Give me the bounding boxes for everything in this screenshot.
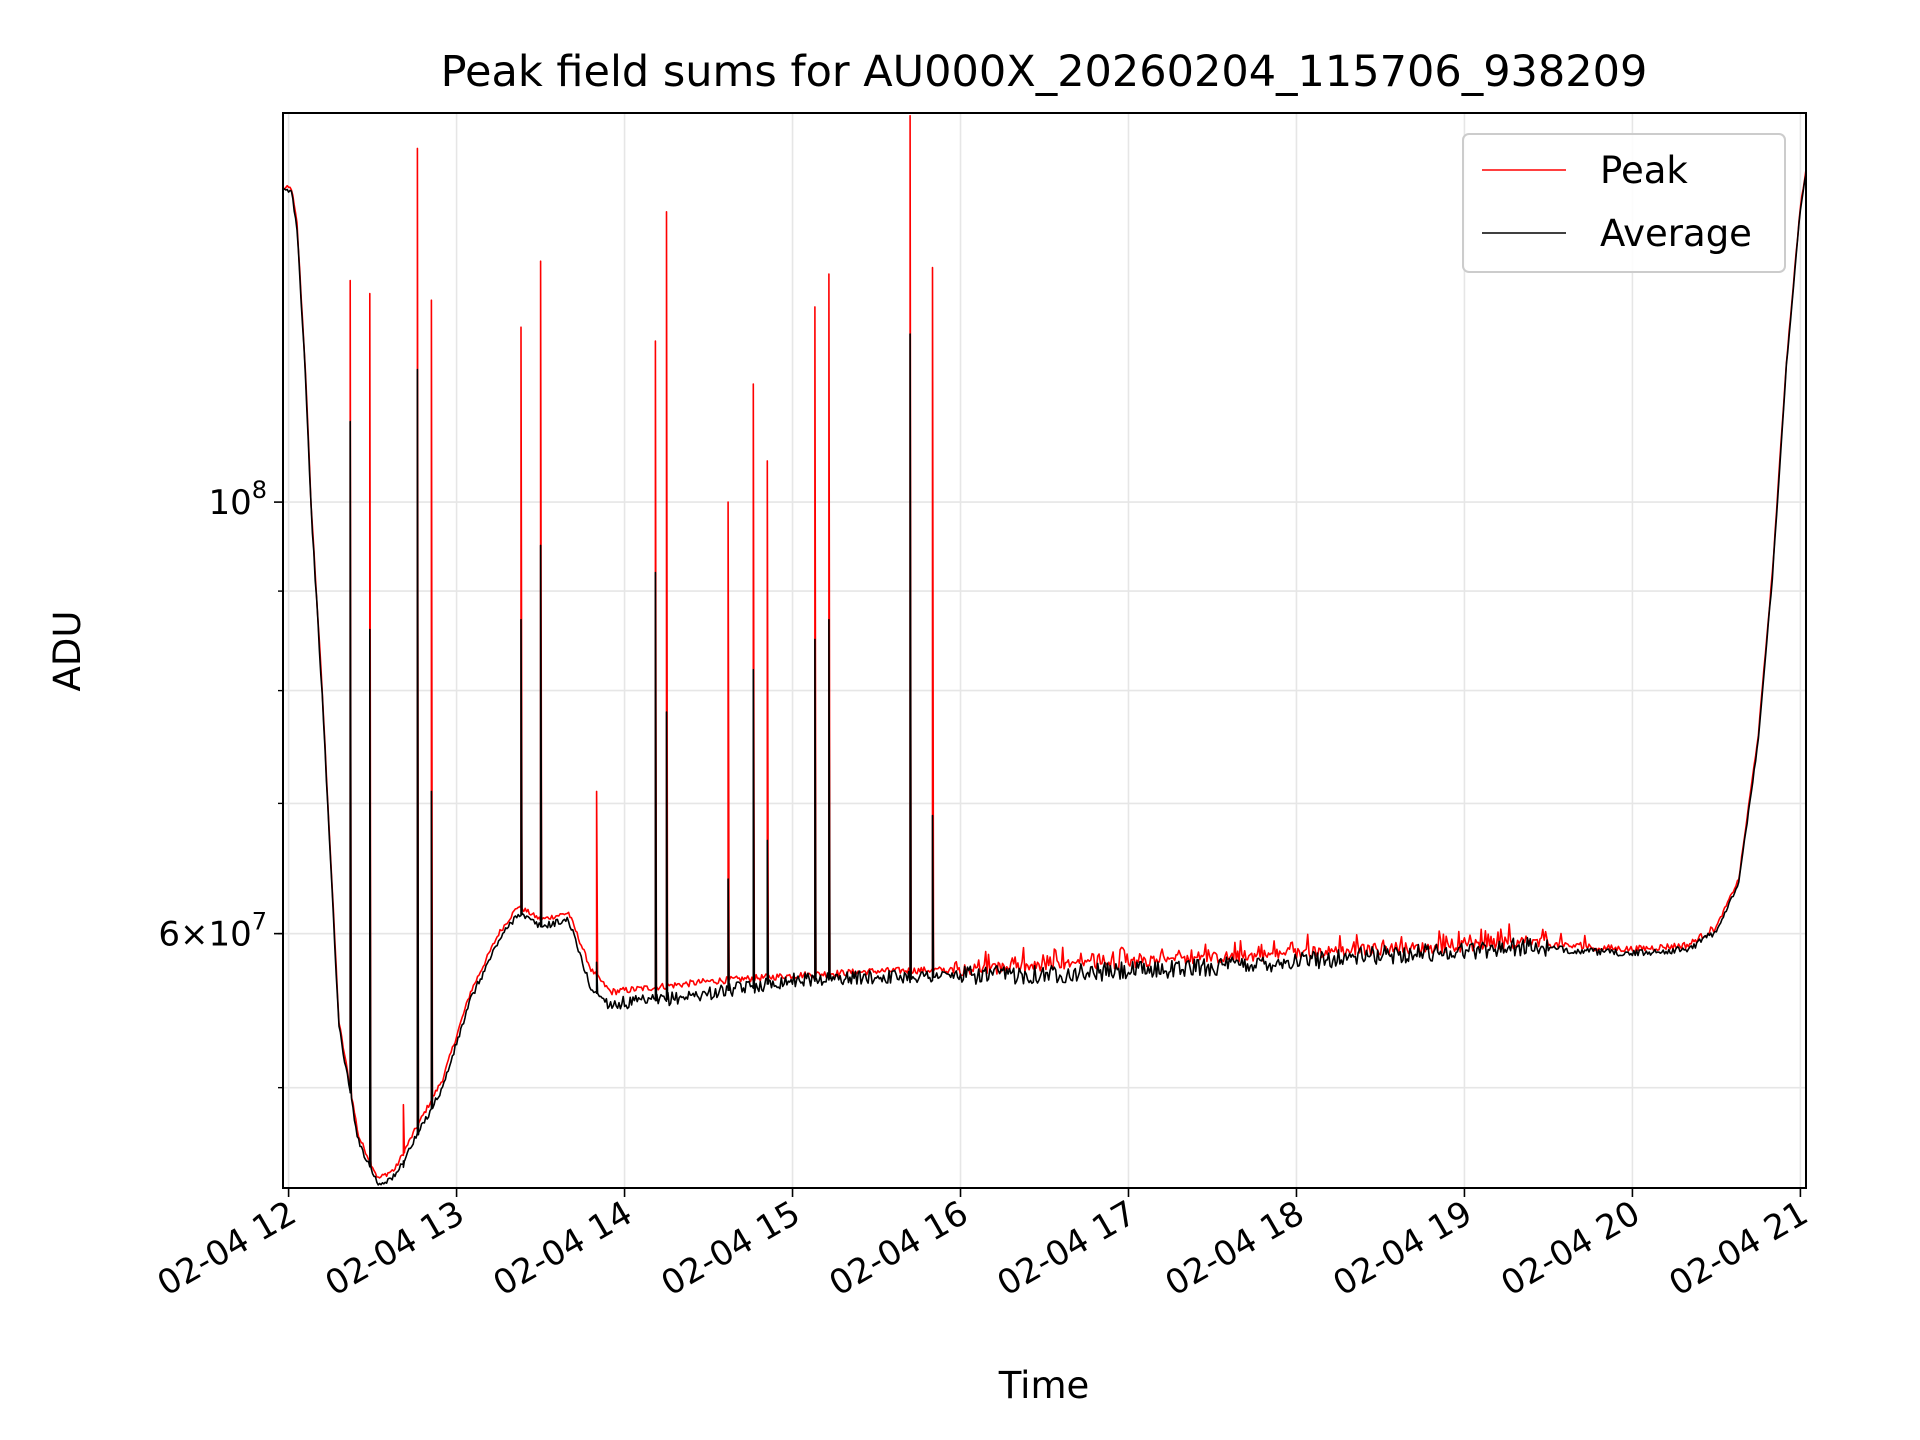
legend-label-average: Average xyxy=(1600,212,1752,255)
series-layer xyxy=(282,114,1807,1186)
y-tick-label: 6×107 xyxy=(158,908,267,955)
legend-label-peak: Peak xyxy=(1600,149,1688,192)
legend: Peak Average xyxy=(1462,133,1786,273)
plot-frame xyxy=(282,112,1807,1189)
series-line-average xyxy=(282,174,1807,1186)
grid xyxy=(283,113,1806,1188)
legend-box xyxy=(1462,133,1786,273)
x-axis-label: Time xyxy=(998,1364,1090,1407)
y-tick-label: 108 xyxy=(208,476,267,523)
chart-title: Peak field sums for AU000X_20260204_1157… xyxy=(441,47,1648,97)
y-axis: 108 6×107 xyxy=(158,476,283,1089)
y-axis-label: ADU xyxy=(46,611,89,692)
